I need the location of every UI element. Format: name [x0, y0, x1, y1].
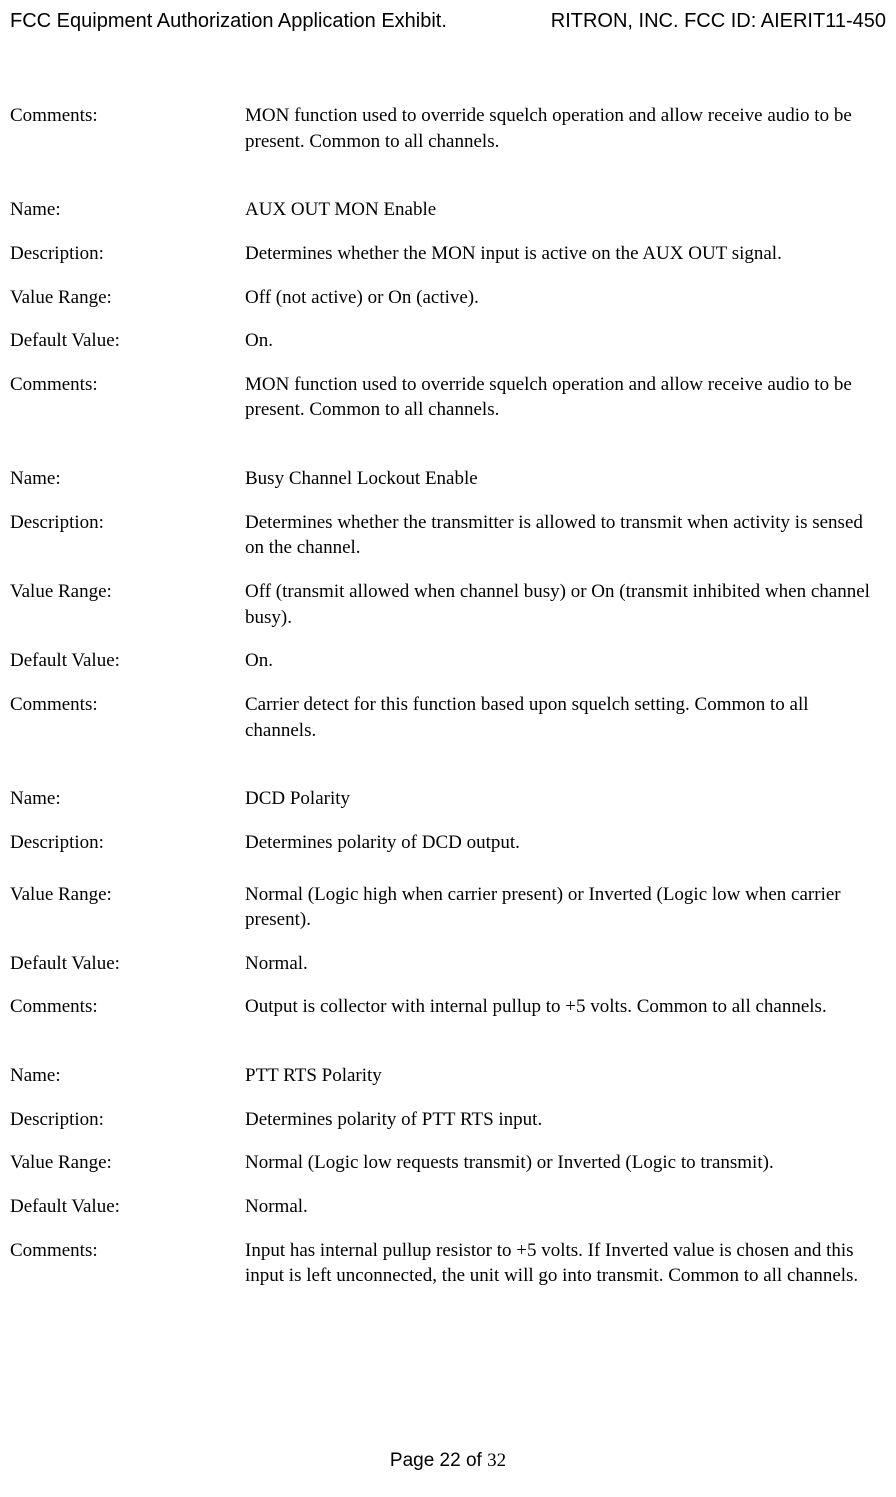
field-row: Name: AUX OUT MON Enable — [10, 197, 886, 223]
document-page: FCC Equipment Authorization Application … — [0, 0, 896, 1497]
field-row: Value Range: Normal (Logic low requests … — [10, 1150, 886, 1176]
section-gap — [10, 441, 886, 466]
field-value: MON function used to override squelch op… — [245, 103, 886, 154]
field-value: Determines polarity of PTT RTS input. — [245, 1107, 886, 1133]
field-value: Off (transmit allowed when channel busy)… — [245, 579, 886, 630]
field-row: Comments: Output is collector with inter… — [10, 994, 886, 1020]
field-label: Description: — [10, 830, 245, 856]
field-value: Output is collector with internal pullup… — [245, 994, 886, 1020]
field-row: Value Range: Off (transmit allowed when … — [10, 579, 886, 630]
field-value: Determines polarity of DCD output. — [245, 830, 886, 856]
footer-current: 22 — [440, 1450, 461, 1471]
section-gap — [10, 761, 886, 786]
field-row: Comments: Carrier detect for this functi… — [10, 692, 886, 743]
field-label: Description: — [10, 1107, 245, 1133]
field-row: Comments: Input has internal pullup resi… — [10, 1238, 886, 1289]
field-row: Description: Determines polarity of PTT … — [10, 1107, 886, 1133]
page-footer: Page 22 of 32 — [0, 1450, 896, 1472]
field-value: Normal. — [245, 951, 886, 977]
field-label: Description: — [10, 510, 245, 536]
field-label: Comments: — [10, 994, 245, 1020]
field-row: Value Range: Normal (Logic high when car… — [10, 882, 886, 933]
field-row: Value Range: Off (not active) or On (act… — [10, 285, 886, 311]
field-row: Default Value: Normal. — [10, 951, 886, 977]
field-value: Input has internal pullup resistor to +5… — [245, 1238, 886, 1289]
field-row: Default Value: On. — [10, 648, 886, 674]
header-right: RITRON, INC. FCC ID: AIERIT11-450 — [551, 10, 886, 33]
field-label: Value Range: — [10, 882, 245, 908]
field-row: Default Value: On. — [10, 328, 886, 354]
field-label: Value Range: — [10, 1150, 245, 1176]
field-row: Comments: MON function used to override … — [10, 372, 886, 423]
footer-total: 32 — [487, 1450, 506, 1471]
field-row: Default Value: Normal. — [10, 1194, 886, 1220]
field-label: Name: — [10, 197, 245, 223]
field-row: Description: Determines polarity of DCD … — [10, 830, 886, 856]
header-row: FCC Equipment Authorization Application … — [10, 10, 886, 33]
field-label: Value Range: — [10, 285, 245, 311]
field-row: Description: Determines whether the tran… — [10, 510, 886, 561]
field-row: Name: DCD Polarity — [10, 786, 886, 812]
content-area: Comments: MON function used to override … — [10, 103, 886, 1289]
section-gap — [10, 1038, 886, 1063]
footer-middle: of — [461, 1450, 487, 1471]
field-row: Name: PTT RTS Polarity — [10, 1063, 886, 1089]
field-value: On. — [245, 328, 886, 354]
field-label: Default Value: — [10, 648, 245, 674]
field-value: PTT RTS Polarity — [245, 1063, 886, 1089]
field-value: Carrier detect for this function based u… — [245, 692, 886, 743]
field-value: AUX OUT MON Enable — [245, 197, 886, 223]
field-value: On. — [245, 648, 886, 674]
field-label: Name: — [10, 786, 245, 812]
field-label: Default Value: — [10, 951, 245, 977]
field-value: Determines whether the transmitter is al… — [245, 510, 886, 561]
field-label: Name: — [10, 466, 245, 492]
field-label: Name: — [10, 1063, 245, 1089]
field-value: Normal (Logic high when carrier present)… — [245, 882, 886, 933]
section-gap — [10, 172, 886, 197]
field-label: Comments: — [10, 372, 245, 398]
field-row: Description: Determines whether the MON … — [10, 241, 886, 267]
field-row: Comments: MON function used to override … — [10, 103, 886, 154]
field-row: Name: Busy Channel Lockout Enable — [10, 466, 886, 492]
field-value: Off (not active) or On (active). — [245, 285, 886, 311]
field-label: Description: — [10, 241, 245, 267]
field-label: Default Value: — [10, 328, 245, 354]
field-label: Comments: — [10, 103, 245, 129]
header-left: FCC Equipment Authorization Application … — [10, 10, 447, 33]
field-value: Determines whether the MON input is acti… — [245, 241, 886, 267]
field-label: Value Range: — [10, 579, 245, 605]
field-label: Comments: — [10, 692, 245, 718]
field-value: Normal (Logic low requests transmit) or … — [245, 1150, 886, 1176]
field-value: MON function used to override squelch op… — [245, 372, 886, 423]
field-label: Comments: — [10, 1238, 245, 1264]
field-value: Busy Channel Lockout Enable — [245, 466, 886, 492]
field-label: Default Value: — [10, 1194, 245, 1220]
field-value: DCD Polarity — [245, 786, 886, 812]
footer-prefix: Page — [390, 1450, 440, 1471]
field-value: Normal. — [245, 1194, 886, 1220]
